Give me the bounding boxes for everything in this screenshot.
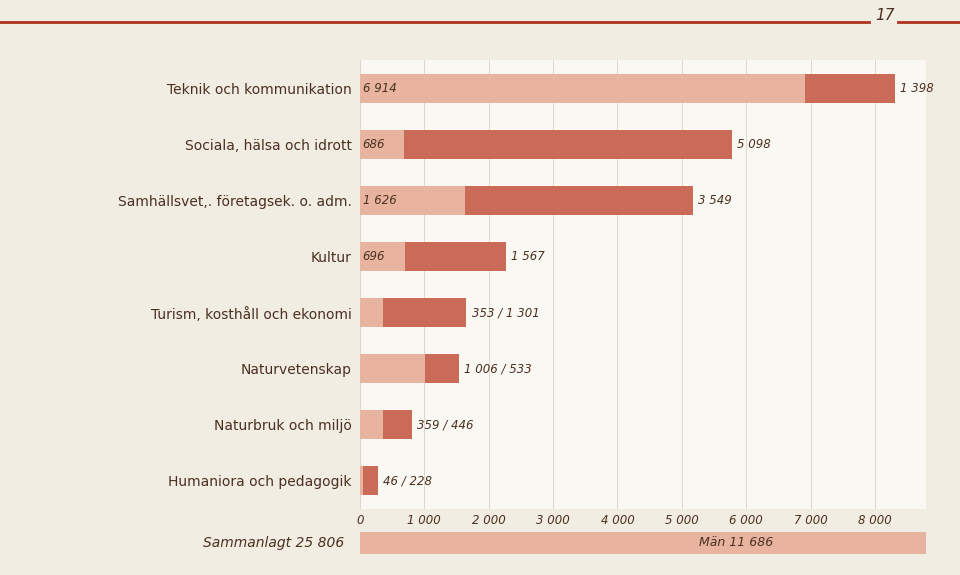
Bar [805, 74, 895, 103]
Bar [360, 130, 404, 159]
Text: 17: 17 [876, 8, 895, 23]
Bar [424, 354, 459, 384]
Text: 46 / 228: 46 / 228 [383, 474, 432, 488]
Bar [383, 410, 412, 439]
Text: 686: 686 [362, 138, 384, 151]
Text: 1 567: 1 567 [511, 250, 544, 263]
Text: 3 549: 3 549 [698, 194, 732, 207]
Text: Män 11 686: Män 11 686 [699, 536, 773, 549]
Bar [404, 130, 732, 159]
Text: 359 / 446: 359 / 446 [417, 418, 473, 431]
Bar [360, 242, 405, 271]
Text: 696: 696 [362, 250, 384, 263]
Bar [363, 466, 377, 496]
Bar [360, 354, 424, 384]
Text: 5 098: 5 098 [737, 138, 771, 151]
Bar [405, 242, 506, 271]
Text: 1 398: 1 398 [900, 82, 934, 95]
Bar [360, 74, 805, 103]
Text: 1 006 / 533: 1 006 / 533 [465, 362, 532, 375]
Text: Sammanlagt 25 806: Sammanlagt 25 806 [204, 536, 345, 550]
Bar [383, 298, 467, 327]
Bar [360, 531, 960, 554]
Bar [360, 410, 383, 439]
Text: 6 914: 6 914 [363, 82, 397, 95]
Text: 1 626: 1 626 [363, 194, 397, 207]
Bar [360, 298, 383, 327]
Bar [360, 466, 363, 496]
Bar [360, 186, 465, 215]
Bar [465, 186, 693, 215]
Text: 353 / 1 301: 353 / 1 301 [471, 306, 540, 319]
